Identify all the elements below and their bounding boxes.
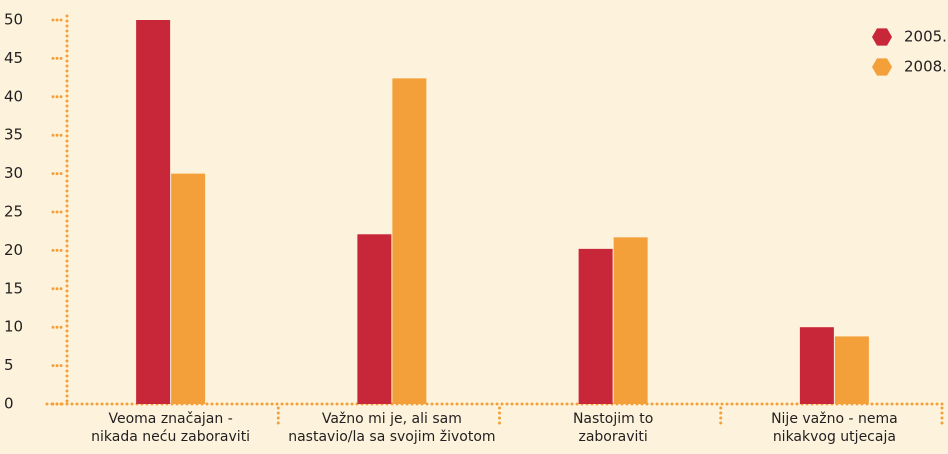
y-tick-label: 10	[4, 318, 23, 336]
x-tick-label: Nije važno - nema nikakvog utjecaja	[771, 411, 898, 445]
y-tick-label: 30	[4, 164, 23, 182]
bar	[613, 237, 648, 404]
bar	[357, 234, 392, 404]
legend-marker	[872, 58, 892, 76]
y-tick-label: 45	[4, 49, 23, 67]
legend-label: 2008.	[904, 58, 947, 76]
bar	[799, 327, 834, 404]
bar	[171, 173, 206, 404]
y-tick-label: 5	[4, 356, 14, 374]
legend-label: 2005.	[904, 28, 947, 46]
y-tick-label: 40	[4, 87, 23, 105]
bar	[578, 248, 613, 404]
legend-marker	[872, 28, 892, 46]
y-tick-label: 20	[4, 241, 23, 259]
x-tick-label: Važno mi je, ali sam nastavio/la sa svoj…	[288, 411, 496, 445]
y-tick-label: 15	[4, 279, 23, 297]
y-tick-label: 35	[4, 126, 23, 144]
y-tick-label: 50	[4, 11, 23, 29]
bar	[136, 20, 171, 404]
y-tick-label: 0	[4, 395, 14, 413]
x-tick-label: Nastojim to zaboraviti	[572, 411, 654, 445]
x-tick-label: Veoma značajan - nikada neću zaboraviti	[91, 411, 251, 445]
bar	[392, 78, 427, 405]
y-tick-label: 25	[4, 203, 23, 221]
bar	[834, 336, 869, 404]
